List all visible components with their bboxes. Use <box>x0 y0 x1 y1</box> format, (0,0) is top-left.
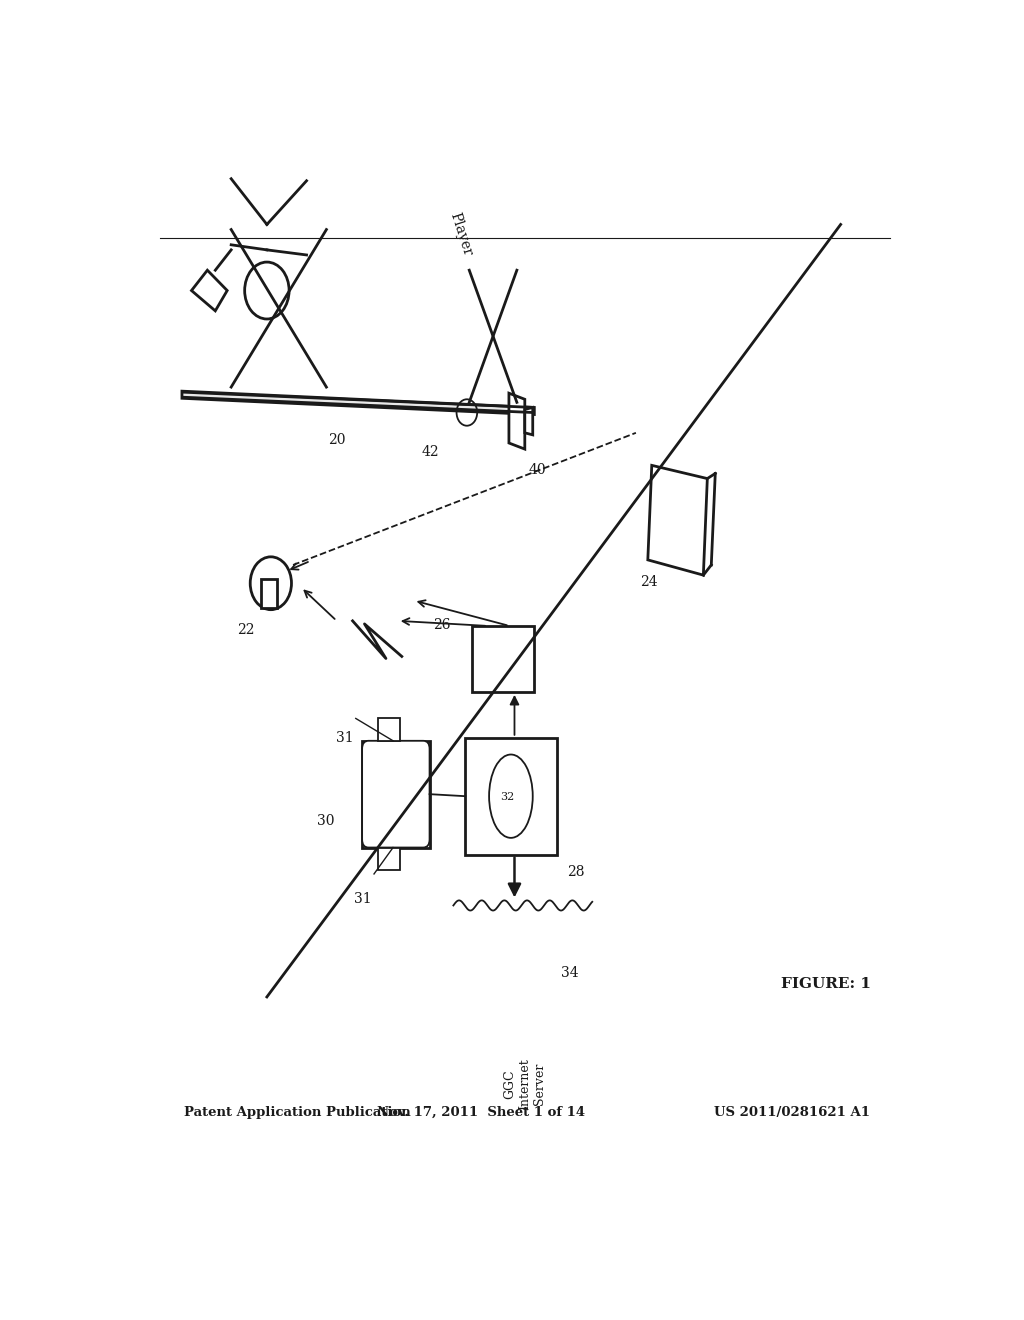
Text: 22: 22 <box>238 623 255 636</box>
Text: 28: 28 <box>567 865 585 879</box>
Text: 42: 42 <box>422 445 439 459</box>
Text: Nov. 17, 2011  Sheet 1 of 14: Nov. 17, 2011 Sheet 1 of 14 <box>377 1106 585 1118</box>
Ellipse shape <box>489 755 532 838</box>
Text: 24: 24 <box>640 576 657 589</box>
Bar <box>362 741 430 847</box>
Text: 31: 31 <box>336 731 353 744</box>
Text: Player: Player <box>447 211 475 259</box>
Text: GGC
Internet
Server: GGC Internet Server <box>504 1057 546 1110</box>
Polygon shape <box>182 391 535 414</box>
Bar <box>378 718 400 741</box>
Text: Patent Application Publication: Patent Application Publication <box>183 1106 411 1118</box>
Bar <box>378 847 400 870</box>
Text: 32: 32 <box>500 792 514 801</box>
Polygon shape <box>191 271 227 312</box>
Polygon shape <box>648 466 708 576</box>
Text: US 2011/0281621 A1: US 2011/0281621 A1 <box>714 1106 870 1118</box>
Polygon shape <box>524 408 532 434</box>
Text: 31: 31 <box>354 892 372 907</box>
Polygon shape <box>509 393 524 449</box>
Bar <box>261 579 278 607</box>
Bar <box>465 738 557 854</box>
Text: FIGURE: 1: FIGURE: 1 <box>781 977 871 990</box>
FancyBboxPatch shape <box>362 741 430 847</box>
Text: 26: 26 <box>433 618 451 632</box>
Bar <box>472 626 535 692</box>
Text: 20: 20 <box>328 433 345 447</box>
Text: 40: 40 <box>528 463 547 478</box>
Text: 30: 30 <box>316 814 335 828</box>
Text: 34: 34 <box>560 966 579 981</box>
